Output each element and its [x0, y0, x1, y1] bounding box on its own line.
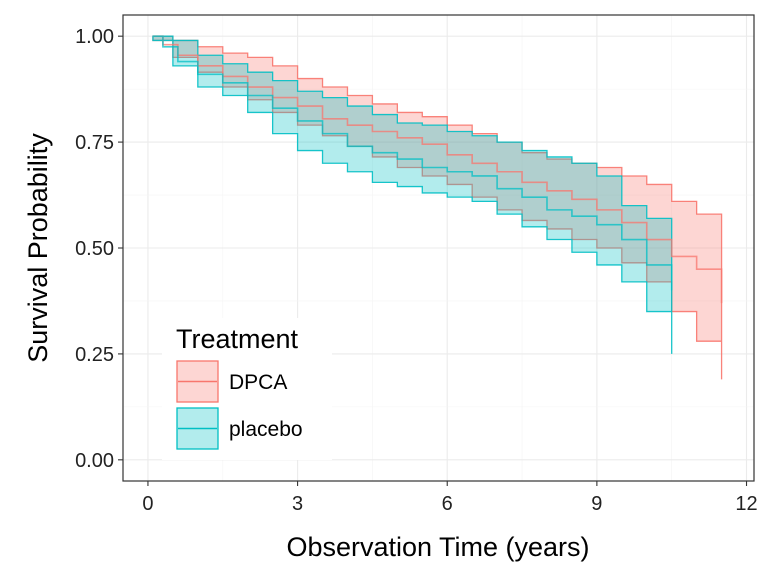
y-tick-label: 1.00 — [75, 26, 114, 48]
survival-curves — [152, 35, 723, 304]
x-axis: 0 3 6 9 12 — [142, 481, 758, 515]
legend-label-dpca: DPCA — [229, 371, 287, 394]
legend-title: Treatment — [176, 324, 299, 354]
x-tick-label: 9 — [591, 493, 602, 515]
x-axis-title: Observation Time (years) — [286, 532, 589, 562]
legend: Treatment DPCA placebo — [162, 318, 332, 460]
confidence-band-placebo — [152, 35, 673, 354]
confidence-bands — [152, 35, 723, 380]
x-tick-label: 6 — [442, 493, 453, 515]
legend-background — [162, 318, 332, 460]
confidence-band-dpca — [152, 35, 723, 380]
x-tick-label: 3 — [292, 493, 303, 515]
y-axis-title: Survival Probability — [23, 133, 53, 363]
y-tick-label: 0.50 — [75, 238, 114, 260]
survival-line-placebo — [152, 35, 673, 291]
x-tick-label: 0 — [142, 493, 153, 515]
y-tick-label: 0.75 — [75, 132, 114, 154]
legend-label-placebo: placebo — [229, 418, 303, 441]
legend-items: DPCA placebo — [176, 360, 303, 450]
y-tick-label: 0.25 — [75, 344, 114, 366]
x-tick-label: 12 — [735, 493, 757, 515]
y-tick-label: 0.00 — [75, 450, 114, 472]
grid-lines — [123, 15, 754, 481]
y-axis: 0.00 0.25 0.50 0.75 1.00 — [75, 26, 123, 472]
